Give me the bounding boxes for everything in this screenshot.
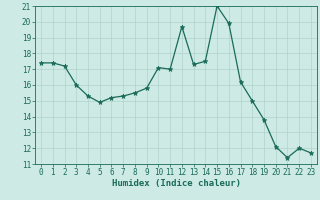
X-axis label: Humidex (Indice chaleur): Humidex (Indice chaleur) bbox=[111, 179, 241, 188]
